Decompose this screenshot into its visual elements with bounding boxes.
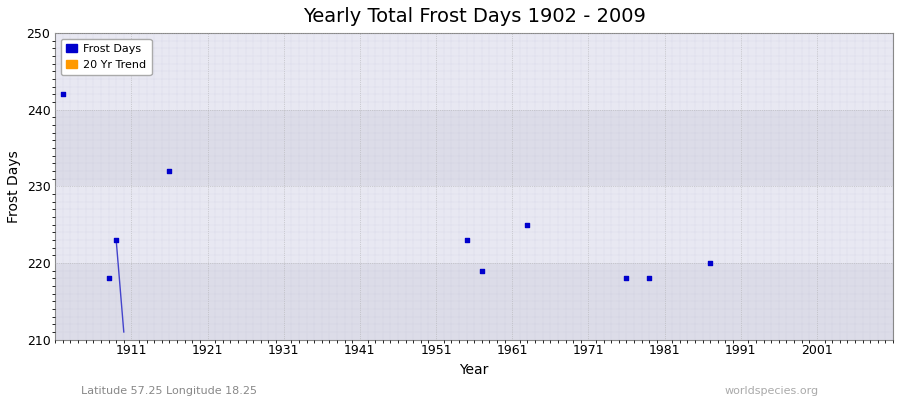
Text: Latitude 57.25 Longitude 18.25: Latitude 57.25 Longitude 18.25 — [81, 386, 257, 396]
Bar — [55, 263, 893, 340]
Point — [109, 237, 123, 243]
Bar — [55, 33, 893, 110]
Point — [642, 275, 656, 282]
Point — [162, 168, 176, 174]
Title: Yearly Total Frost Days 1902 - 2009: Yearly Total Frost Days 1902 - 2009 — [302, 7, 645, 26]
Text: worldspecies.org: worldspecies.org — [724, 386, 819, 396]
Point — [474, 268, 489, 274]
Bar — [55, 110, 893, 186]
Bar — [55, 186, 893, 263]
Point — [102, 275, 116, 282]
Point — [619, 275, 634, 282]
Point — [703, 260, 717, 266]
Point — [520, 222, 535, 228]
Y-axis label: Frost Days: Frost Days — [7, 150, 21, 223]
Point — [459, 237, 473, 243]
Legend: Frost Days, 20 Yr Trend: Frost Days, 20 Yr Trend — [61, 39, 152, 75]
Point — [56, 91, 70, 98]
X-axis label: Year: Year — [460, 363, 489, 377]
